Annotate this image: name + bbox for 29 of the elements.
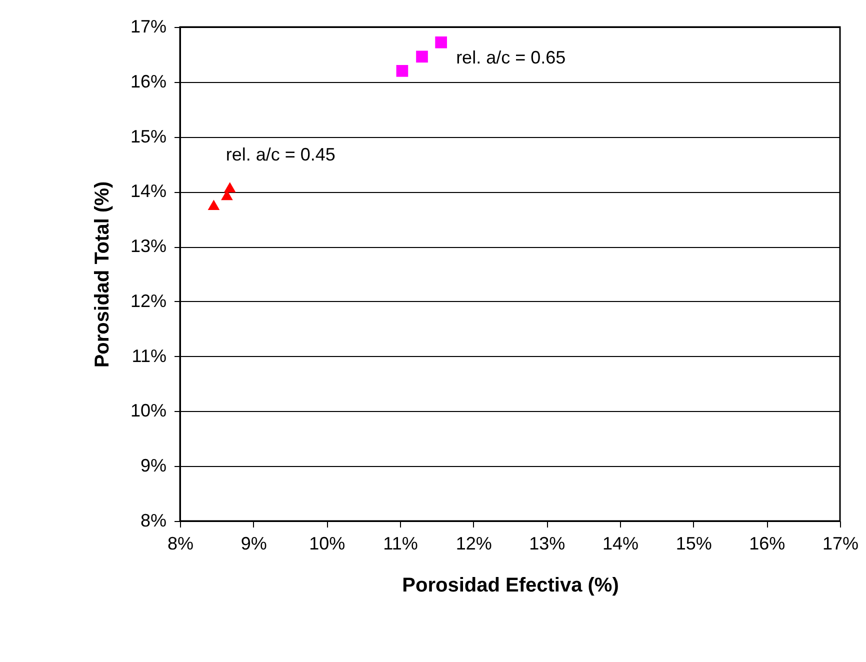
point [224, 182, 236, 192]
y-tick-label: 9% [140, 456, 166, 476]
x-tick-label: 13% [529, 534, 566, 554]
annotation: rel. a/c = 0.45 [226, 144, 336, 164]
x-tick-label: 10% [309, 534, 346, 554]
y-tick-label: 16% [130, 71, 166, 92]
point [396, 64, 408, 77]
x-tick-label: 11% [383, 534, 418, 554]
x-tick-label: 15% [676, 534, 712, 554]
x-tick-label: 9% [240, 534, 267, 554]
x-axis-title: Porosidad Efectiva (%) [402, 574, 619, 596]
point [208, 200, 220, 210]
y-tick-label: 14% [130, 181, 166, 202]
y-tick-label: 8% [140, 510, 166, 530]
y-tick-label: 17% [130, 16, 166, 36]
y-axis-title: Porosidad Total (%) [91, 181, 114, 368]
point [435, 36, 447, 48]
y-tick-label: 11% [132, 346, 166, 366]
y-tick-label: 15% [130, 126, 166, 146]
point [416, 50, 428, 63]
y-tick-label: 12% [130, 290, 166, 311]
annotation: rel. a/c = 0.65 [456, 47, 566, 68]
x-tick-label: 17% [822, 534, 859, 554]
x-tick-label: 16% [749, 534, 786, 554]
x-tick-label: 8% [167, 534, 194, 554]
x-tick-label: 12% [456, 534, 492, 554]
x-tick-label: 14% [602, 534, 639, 554]
y-tick-label: 10% [130, 400, 166, 421]
y-tick-label: 13% [130, 236, 166, 256]
